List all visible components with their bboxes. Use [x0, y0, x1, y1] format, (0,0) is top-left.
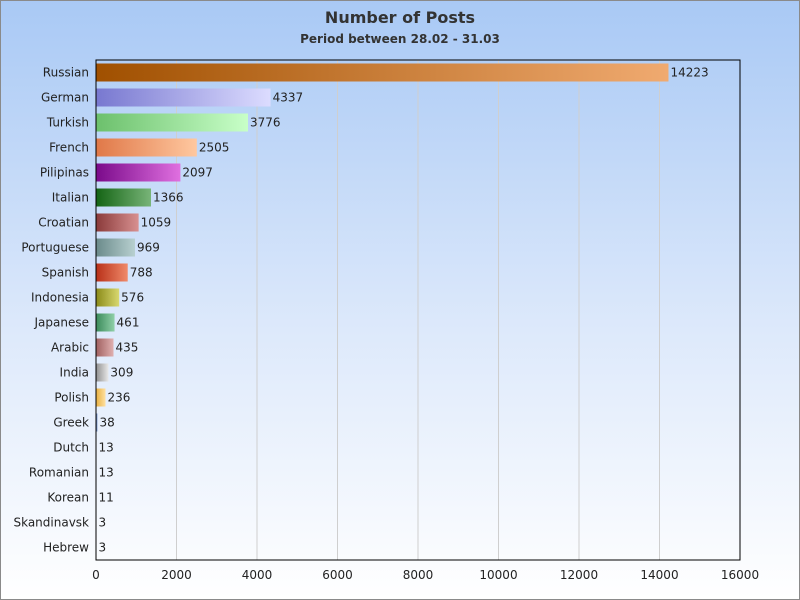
- bar: [96, 138, 197, 157]
- value-label: 3776: [250, 116, 281, 130]
- value-label: 3: [99, 541, 107, 555]
- value-label: 4337: [273, 91, 304, 105]
- x-tick-label: 8000: [403, 568, 434, 582]
- bar: [96, 238, 136, 257]
- bar: [96, 163, 181, 182]
- bar: [96, 313, 115, 332]
- value-label: 788: [130, 266, 153, 280]
- category-label: Skandinavsk: [13, 516, 89, 530]
- category-label: French: [49, 141, 89, 155]
- category-label: Romanian: [29, 466, 89, 480]
- bar: [96, 63, 669, 82]
- category-label: Hebrew: [43, 541, 89, 555]
- x-tick-label: 2000: [161, 568, 192, 582]
- bar: [96, 113, 248, 132]
- category-label: Greek: [53, 416, 89, 430]
- value-label: 969: [137, 241, 160, 255]
- bar: [96, 188, 151, 207]
- category-label: Spanish: [42, 266, 89, 280]
- bar: [96, 88, 271, 107]
- chart-subtitle: Period between 28.02 - 31.03: [300, 32, 500, 46]
- value-label: 13: [99, 441, 114, 455]
- category-label: Croatian: [38, 216, 89, 230]
- category-label: Polish: [54, 391, 89, 405]
- category-label: Russian: [43, 66, 89, 80]
- value-label: 2505: [199, 141, 230, 155]
- category-labels: Russian German Turkish French Pilipinas Itali…: [13, 66, 89, 555]
- bar: [96, 338, 114, 357]
- value-label: 13: [99, 466, 114, 480]
- value-labels: 14223 4337 3776 2505 2097 1366 1059 969 788 576 46…: [99, 66, 709, 555]
- value-label: 3: [99, 516, 107, 530]
- bar: [96, 288, 120, 307]
- category-label: Turkish: [46, 116, 89, 130]
- value-label: 1366: [153, 191, 184, 205]
- x-tick-label: 4000: [242, 568, 273, 582]
- value-label: 2097: [182, 166, 213, 180]
- value-label: 576: [121, 291, 144, 305]
- x-tick-label: 14000: [640, 568, 678, 582]
- category-label: India: [60, 366, 89, 380]
- value-label: 38: [100, 416, 115, 430]
- bar: [96, 363, 109, 382]
- bars: [96, 63, 669, 557]
- x-tick-label: 16000: [721, 568, 759, 582]
- category-label: Indonesia: [31, 291, 89, 305]
- bar: [96, 263, 128, 282]
- value-label: 309: [110, 366, 133, 380]
- grid-lines: [176, 60, 660, 560]
- bar: [96, 213, 139, 232]
- category-label: Portuguese: [21, 241, 89, 255]
- x-tick-label: 0: [92, 568, 100, 582]
- x-tick-label: 6000: [322, 568, 353, 582]
- plot-border: [95, 59, 741, 561]
- chart-title: Number of Posts: [324, 8, 476, 27]
- category-label: Pilipinas: [40, 166, 89, 180]
- x-tick-label: 12000: [560, 568, 598, 582]
- value-label: 461: [117, 316, 140, 330]
- category-label: Dutch: [53, 441, 89, 455]
- category-label: Italian: [52, 191, 89, 205]
- bar: [96, 413, 98, 432]
- category-label: Japanese: [34, 316, 90, 330]
- value-label: 1059: [141, 216, 172, 230]
- x-axis-ticks: 0 2000 4000 6000 8000 10000 12000 14000 16000: [92, 568, 759, 582]
- value-label: 14223: [670, 66, 708, 80]
- bar: [96, 388, 106, 407]
- value-label: 435: [116, 341, 139, 355]
- x-tick-label: 10000: [479, 568, 517, 582]
- category-label: Arabic: [51, 341, 89, 355]
- category-label: German: [41, 91, 89, 105]
- category-label: Korean: [47, 491, 89, 505]
- value-label: 236: [107, 391, 130, 405]
- value-label: 11: [99, 491, 114, 505]
